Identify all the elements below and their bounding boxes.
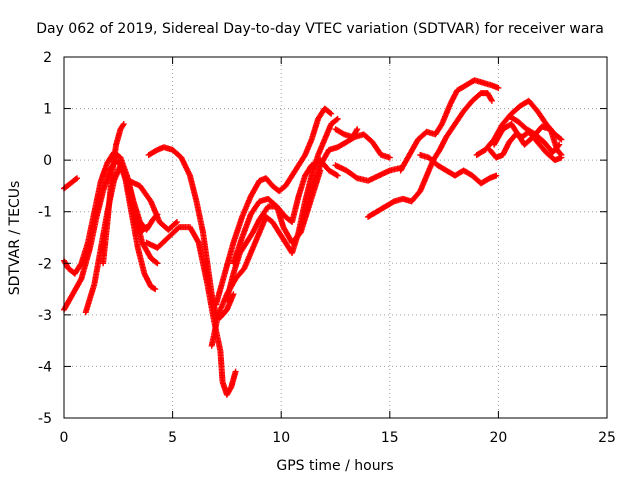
x-axis-label: GPS time / hours [276,458,393,474]
tick-layer: 0 5 10 15 20 25 -5 -4 -3 -2 -1 0 1 2 [38,50,616,446]
data-point [142,225,149,232]
data-point [556,141,563,148]
y-tick-label: -2 [38,256,52,272]
x-tick-label: 15 [381,430,399,446]
y-tick-label: 0 [43,153,52,169]
data-point [334,115,341,122]
series-track-10 [208,115,341,349]
data-point [555,142,562,149]
data-point [333,116,340,123]
y-tick-label: -4 [38,359,52,375]
y-tick-label: 1 [43,102,52,118]
x-tick-label: 25 [598,430,616,446]
data-point [493,172,500,179]
data-point [143,224,150,231]
series-track-15 [332,126,361,140]
data-point [334,172,341,179]
data-point [172,219,179,226]
series-track-7 [126,177,180,233]
data-point [72,176,79,183]
series-track-14 [299,131,393,226]
series-track-6 [121,172,159,293]
series-track-16 [332,162,404,184]
x-tick-label: 5 [168,430,177,446]
series-track-5 [100,121,127,267]
x-tick-label: 10 [272,430,290,446]
data-point [152,286,159,293]
series-track-23 [506,113,563,156]
data-point [557,135,564,142]
data-point [558,136,565,143]
series-track-8 [145,144,237,321]
series-track-19 [417,151,500,187]
data-point [333,171,340,178]
y-tick-label: -3 [38,308,52,324]
data-point [232,368,239,375]
chart-title: Day 062 of 2019, Sidereal Day-to-day VTE… [36,21,604,37]
data-point [154,260,161,267]
data-point [386,154,393,161]
y-tick-label: -5 [38,411,52,427]
series-track-11 [213,105,335,308]
series-track-18 [397,77,502,174]
data-point [328,110,335,117]
data-point [488,97,495,104]
series-track-9 [143,224,239,398]
data-point [173,219,180,226]
data-point [77,277,84,284]
x-tick-label: 0 [60,430,69,446]
data-point [353,127,360,134]
data-point [488,96,495,103]
series-track-1 [61,175,81,192]
data-point [353,174,360,181]
y-axis-label: SDTVAR / TECUs [7,181,23,296]
data-point [495,84,502,91]
data-point [119,122,126,129]
x-tick-label: 20 [489,430,507,446]
data-point [558,154,565,161]
grid-layer [64,57,607,418]
y-tick-label: 2 [43,50,52,66]
data-layer [61,77,565,398]
data-point [230,291,237,298]
data-point [194,238,201,245]
y-tick-label: -1 [38,205,52,221]
data-point [327,109,334,116]
plot-frame [63,56,608,419]
data-point [354,126,361,133]
data-point [74,175,81,182]
data-point [120,121,127,128]
data-point [153,259,160,266]
